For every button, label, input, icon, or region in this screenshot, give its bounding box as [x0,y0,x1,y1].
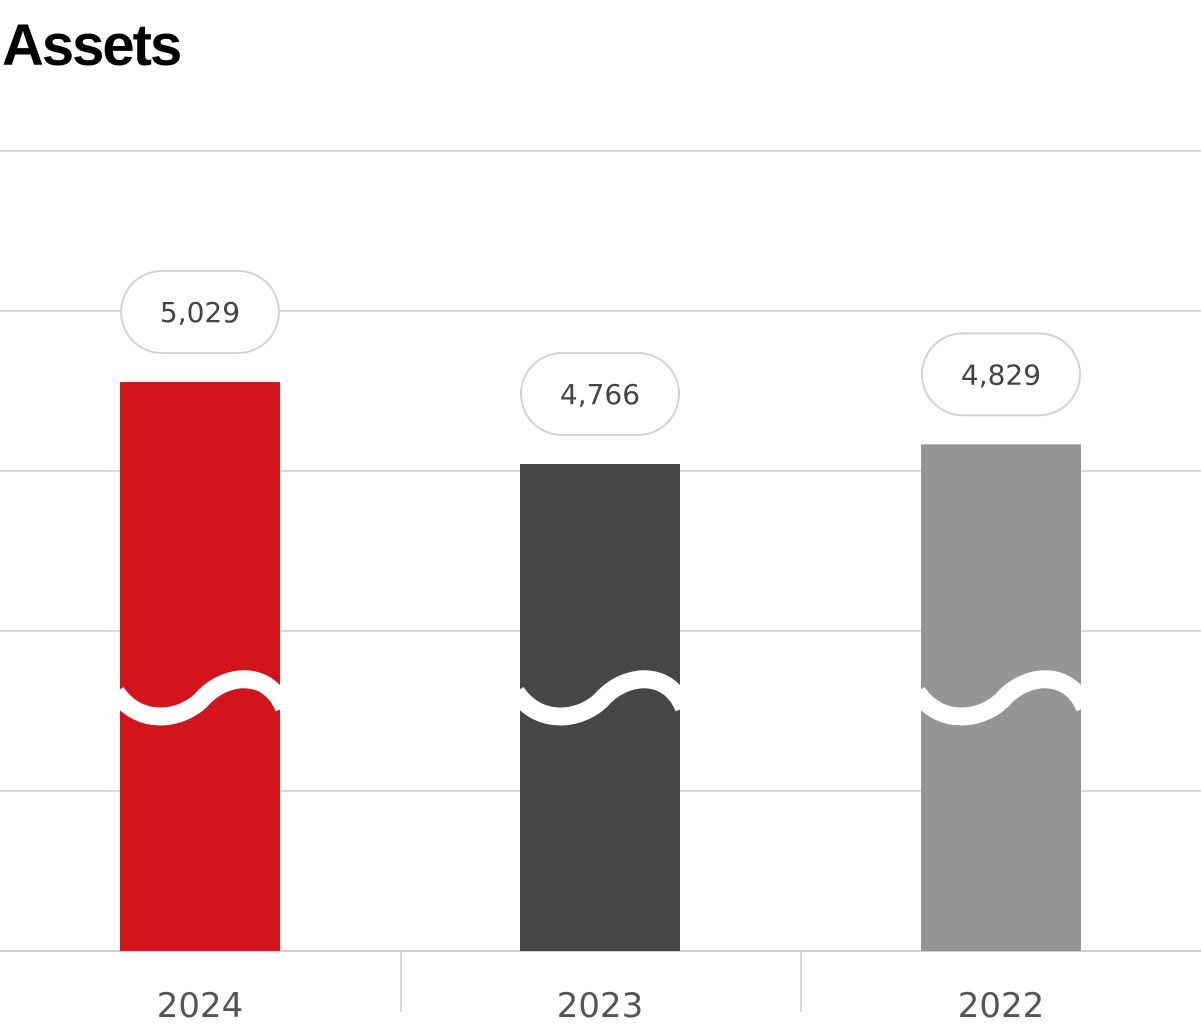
x-tick-label: 2023 [557,986,644,1026]
chart-title: Assets [2,13,182,78]
value-label: 4,766 [560,378,640,411]
bar-2024 [120,382,280,951]
axis-break-wave [909,670,1094,726]
value-labels: 5,029 4,766 4,829 [120,270,1081,436]
x-tick-label: 2024 [157,986,244,1026]
value-label: 4,829 [961,358,1041,391]
x-tick-label: 2022 [958,986,1045,1026]
value-label-pill [120,270,280,354]
value-label: 5,029 [160,296,240,329]
bars [108,382,1094,951]
value-label-pill [921,332,1081,417]
axis-break-wave [508,670,693,726]
x-tick-labels: 2024 2023 2022 [157,986,1045,1026]
value-label-pill [520,352,680,436]
axis-break-wave [108,670,293,726]
